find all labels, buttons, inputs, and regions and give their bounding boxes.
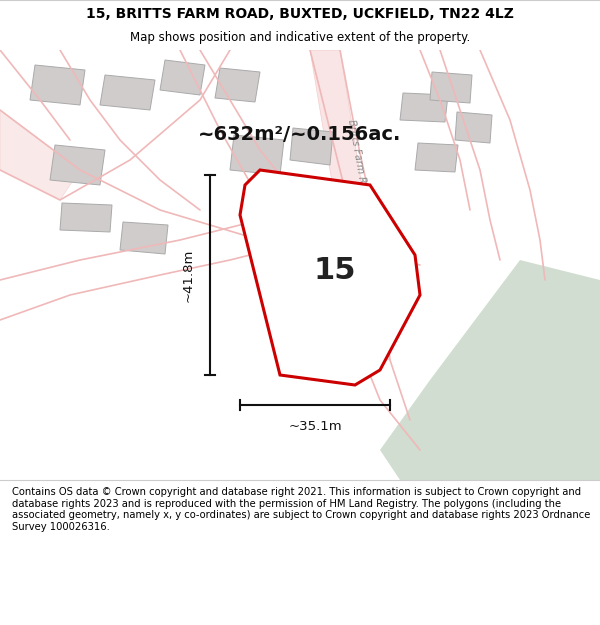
Text: Britts Farm Road: Britts Farm Road — [346, 118, 370, 202]
Polygon shape — [240, 170, 420, 385]
Polygon shape — [100, 75, 155, 110]
Polygon shape — [50, 145, 105, 185]
Text: ~35.1m: ~35.1m — [288, 420, 342, 433]
Polygon shape — [310, 50, 390, 360]
Text: 15: 15 — [313, 256, 356, 285]
Polygon shape — [120, 222, 168, 254]
Text: ~41.8m: ~41.8m — [182, 248, 195, 302]
Polygon shape — [430, 72, 472, 103]
Polygon shape — [415, 143, 458, 172]
Text: Contains OS data © Crown copyright and database right 2021. This information is : Contains OS data © Crown copyright and d… — [12, 488, 590, 532]
Polygon shape — [290, 128, 333, 165]
Text: Map shows position and indicative extent of the property.: Map shows position and indicative extent… — [130, 31, 470, 44]
Polygon shape — [60, 203, 112, 232]
Polygon shape — [30, 65, 85, 105]
Polygon shape — [380, 260, 600, 480]
Polygon shape — [215, 68, 260, 102]
Polygon shape — [455, 112, 492, 143]
Polygon shape — [160, 60, 205, 95]
Text: ~632m²/~0.156ac.: ~632m²/~0.156ac. — [199, 126, 401, 144]
Text: 15, BRITTS FARM ROAD, BUXTED, UCKFIELD, TN22 4LZ: 15, BRITTS FARM ROAD, BUXTED, UCKFIELD, … — [86, 7, 514, 21]
Polygon shape — [230, 135, 284, 175]
Polygon shape — [0, 110, 80, 200]
Polygon shape — [400, 93, 448, 122]
